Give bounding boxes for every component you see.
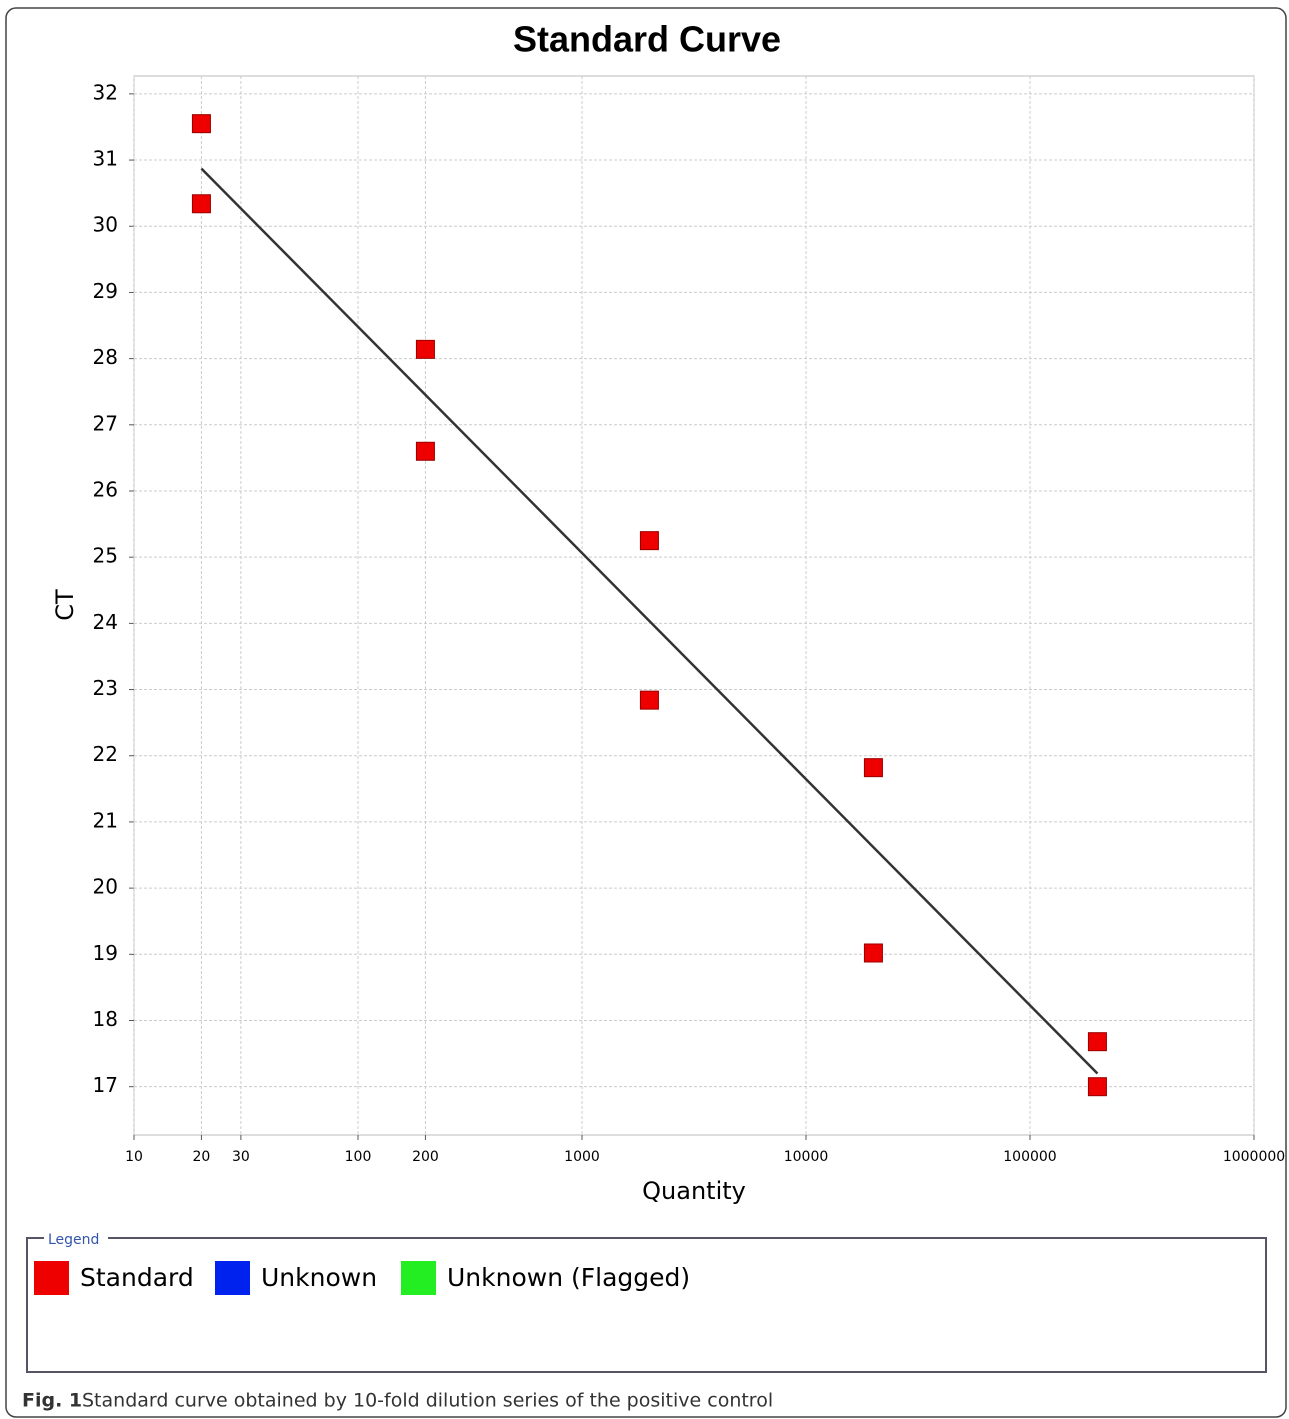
- point: [415, 441, 435, 461]
- trendline: [200, 167, 1099, 1075]
- plot-area: [133, 75, 1255, 1136]
- x-tick-label: 100: [345, 1149, 372, 1165]
- legend-title: Legend: [48, 1232, 99, 1248]
- x-tick-label: 100000: [1003, 1149, 1056, 1165]
- x-tick-label: 200: [412, 1149, 439, 1165]
- y-tick-label: 22: [93, 742, 118, 766]
- legend-swatch: [215, 1261, 250, 1295]
- chart-title: Standard Curve: [513, 19, 781, 60]
- y-tick-label: 24: [93, 610, 118, 634]
- point: [415, 339, 435, 359]
- point: [191, 114, 211, 134]
- legend-swatch: [34, 1261, 69, 1295]
- legend-label: Standard: [80, 1263, 194, 1292]
- y-tick-label: 29: [93, 279, 118, 303]
- y-tick-label: 23: [93, 676, 118, 700]
- y-tick-label: 19: [93, 941, 118, 965]
- y-tick-label: 17: [93, 1073, 118, 1097]
- caption-text: Standard curve obtained by 10-fold dilut…: [82, 1390, 773, 1412]
- legend-swatch: [401, 1261, 436, 1295]
- point: [639, 531, 659, 551]
- x-tick-label: 1000: [564, 1149, 600, 1165]
- caption-label: Fig. 1: [22, 1390, 82, 1412]
- y-tick-label: 20: [93, 875, 118, 899]
- y-tick-label: 31: [93, 147, 118, 171]
- y-tick-label: 21: [93, 808, 118, 832]
- legend-label: Unknown: [261, 1263, 377, 1292]
- legend-box: [26, 1237, 1267, 1373]
- point: [1087, 1077, 1107, 1097]
- point: [639, 690, 659, 710]
- y-tick-label: 18: [93, 1007, 118, 1031]
- point: [863, 943, 883, 963]
- legend-label: Unknown (Flagged): [447, 1263, 690, 1292]
- legend-title-bg: [44, 1230, 108, 1248]
- y-tick-label: 27: [93, 411, 118, 435]
- y-tick-label: 26: [93, 477, 118, 501]
- point: [191, 194, 211, 214]
- x-tick-label: 30: [232, 1149, 250, 1165]
- x-tick-label: 10000: [784, 1149, 829, 1165]
- y-axis-label: CT: [51, 589, 79, 621]
- point: [1087, 1032, 1107, 1052]
- x-tick-label: 20: [193, 1149, 211, 1165]
- y-tick-label: 32: [93, 80, 118, 104]
- y-tick-label: 30: [93, 213, 118, 237]
- x-axis-label: Quantity: [642, 1177, 746, 1205]
- x-tick-label: 1000000: [1223, 1149, 1285, 1165]
- y-tick-label: 25: [93, 544, 118, 568]
- point: [863, 758, 883, 778]
- y-tick-label: 28: [93, 345, 118, 369]
- x-tick-label: 10: [125, 1149, 143, 1165]
